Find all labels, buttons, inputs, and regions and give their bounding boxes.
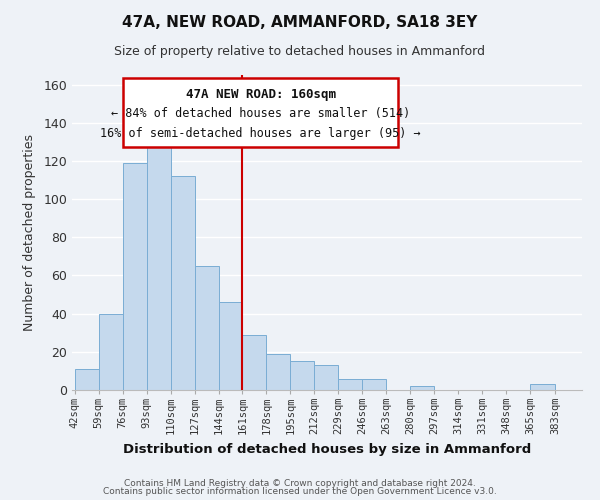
Bar [146, 138, 170, 390]
X-axis label: Distribution of detached houses by size in Ammanford: Distribution of detached houses by size … [123, 443, 531, 456]
Text: 47A NEW ROAD: 160sqm: 47A NEW ROAD: 160sqm [186, 88, 336, 101]
Text: 47A, NEW ROAD, AMMANFORD, SA18 3EY: 47A, NEW ROAD, AMMANFORD, SA18 3EY [122, 15, 478, 30]
Text: Contains public sector information licensed under the Open Government Licence v3: Contains public sector information licen… [103, 487, 497, 496]
Text: ← 84% of detached houses are smaller (514): ← 84% of detached houses are smaller (51… [111, 106, 410, 120]
Bar [75, 369, 99, 390]
Text: Contains HM Land Registry data © Crown copyright and database right 2024.: Contains HM Land Registry data © Crown c… [124, 478, 476, 488]
Y-axis label: Number of detached properties: Number of detached properties [23, 134, 37, 331]
Bar [99, 314, 123, 390]
Text: Size of property relative to detached houses in Ammanford: Size of property relative to detached ho… [115, 45, 485, 58]
Bar [530, 384, 555, 390]
Text: 16% of semi-detached houses are larger (95) →: 16% of semi-detached houses are larger (… [100, 127, 421, 140]
Bar [290, 362, 314, 390]
Bar [266, 354, 290, 390]
FancyBboxPatch shape [123, 78, 398, 148]
Bar [242, 334, 266, 390]
Bar [338, 378, 362, 390]
Bar [170, 176, 194, 390]
Bar [314, 365, 338, 390]
Bar [362, 378, 386, 390]
Bar [410, 386, 434, 390]
Bar [218, 302, 242, 390]
Bar [194, 266, 218, 390]
Bar [123, 163, 146, 390]
